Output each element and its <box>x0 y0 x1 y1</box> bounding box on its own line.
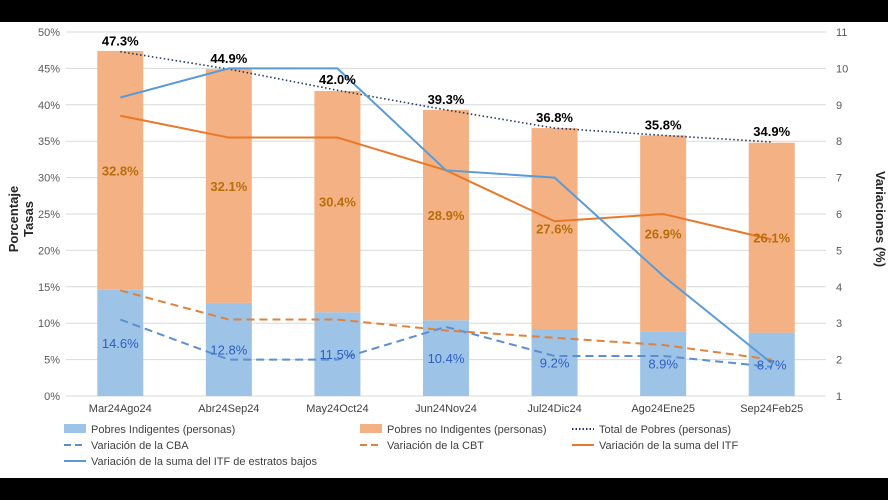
bar-no-indigentes <box>97 50 144 290</box>
legend-label: Pobres no Indigentes (personas) <box>387 424 547 436</box>
right-tick-label: 2 <box>836 355 842 367</box>
legend-label: Variación de la CBA <box>91 440 189 452</box>
label-no-indigentes: 26.1% <box>753 231 790 246</box>
left-tick-label: 5% <box>44 355 60 367</box>
label-no-indigentes: 27.6% <box>536 222 573 237</box>
label-no-indigentes: 28.9% <box>428 208 465 223</box>
label-indigentes: 11.5% <box>319 347 355 362</box>
category-label: Abr24Sep24 <box>198 403 259 415</box>
label-indigentes: 8.9% <box>648 357 678 372</box>
label-total: 34.9% <box>753 124 790 139</box>
left-tick-label: 30% <box>38 173 60 185</box>
legend-label: Pobres Indigentes (personas) <box>91 424 235 436</box>
left-axis-title-line2: Tasas <box>21 201 36 237</box>
left-tick-label: 40% <box>38 100 60 112</box>
bar-no-indigentes <box>640 135 687 332</box>
right-tick-label: 10 <box>836 63 848 75</box>
legend-label: Total de Pobres (personas) <box>599 424 731 436</box>
left-axis-title-line1: Porcentaje <box>6 186 21 252</box>
label-total: 44.9% <box>210 51 247 66</box>
legend: Pobres Indigentes (personas) Pobres no In… <box>64 424 738 468</box>
left-tick-label: 45% <box>38 63 60 75</box>
label-indigentes: 9.2% <box>540 356 570 371</box>
legend-label: Variación de la suma del ITF de estratos… <box>91 456 318 468</box>
right-tick-label: 7 <box>836 173 842 185</box>
category-label: Sep24Feb25 <box>740 403 803 415</box>
line-right-series-3 <box>120 67 773 365</box>
category-label: Jun24Nov24 <box>415 403 477 415</box>
bar-no-indigentes <box>314 90 361 313</box>
category-label: Mar24Ago24 <box>89 403 152 415</box>
category-label: May24Oct24 <box>306 403 368 415</box>
bar-indigentes <box>205 302 252 396</box>
chart-frame: 14.6% 32.8% 47.3% 12.8% 32.1% 44.9% 11.5% 30.4%… <box>0 22 888 478</box>
right-tick-label: 8 <box>836 136 842 148</box>
right-tick-label: 5 <box>836 245 842 257</box>
right-tick-label: 1 <box>836 391 842 403</box>
bar-indigentes <box>640 331 687 396</box>
bars-group <box>97 50 795 396</box>
right-tick-label: 9 <box>836 100 842 112</box>
axes-group: Porcentaje Tasas Variaciones (%) 0% 5% 10%… <box>6 27 888 415</box>
label-no-indigentes: 26.9% <box>645 226 682 241</box>
label-total: 36.8% <box>536 110 573 125</box>
bar-no-indigentes <box>205 69 252 303</box>
right-axis-title: Variaciones (%) <box>873 171 888 267</box>
label-indigentes: 8.7% <box>757 357 787 372</box>
legend-swatch <box>64 424 86 433</box>
line-right-series-1 <box>120 289 772 361</box>
label-total: 39.3% <box>428 92 465 107</box>
label-no-indigentes: 32.8% <box>102 163 139 178</box>
bar-no-indigentes <box>531 128 578 330</box>
label-no-indigentes: 32.1% <box>210 179 247 194</box>
right-tick-label: 6 <box>836 209 842 221</box>
poverty-rates-chart: 14.6% 32.8% 47.3% 12.8% 32.1% 44.9% 11.5% 30.4%… <box>6 27 888 468</box>
left-tick-label: 50% <box>38 27 60 39</box>
label-indigentes: 14.6% <box>102 336 139 351</box>
legend-swatch <box>360 424 382 433</box>
bar-no-indigentes <box>748 142 795 333</box>
bar-indigentes <box>97 289 144 396</box>
label-indigentes: 12.8% <box>210 342 247 357</box>
label-no-indigentes: 30.4% <box>319 195 356 210</box>
legend-label: Variación de la suma del ITF <box>599 440 738 452</box>
legend-label: Variación de la CBT <box>387 440 484 452</box>
left-tick-label: 10% <box>38 318 60 330</box>
left-tick-label: 20% <box>38 245 60 257</box>
left-tick-label: 15% <box>38 282 60 294</box>
label-total: 35.8% <box>645 117 682 132</box>
data-labels-group: 14.6% 32.8% 47.3% 12.8% 32.1% 44.9% 11.5% 30.4%… <box>102 34 791 373</box>
label-total: 42.0% <box>319 72 356 87</box>
bar-indigentes <box>423 320 469 396</box>
category-label: Ago24Ene25 <box>631 403 695 415</box>
left-tick-label: 25% <box>38 209 60 221</box>
lines-group <box>119 50 773 368</box>
left-tick-label: 0% <box>44 391 60 403</box>
bar-no-indigentes <box>423 109 469 321</box>
right-tick-label: 3 <box>836 318 842 330</box>
right-tick-label: 11 <box>836 27 847 39</box>
right-tick-label: 4 <box>836 282 842 294</box>
left-tick-label: 35% <box>38 136 60 148</box>
label-indigentes: 10.4% <box>428 351 465 366</box>
bar-indigentes <box>748 332 795 396</box>
label-total: 47.3% <box>102 34 139 49</box>
bar-indigentes <box>531 329 578 396</box>
category-label: Jul24Dic24 <box>527 403 581 415</box>
